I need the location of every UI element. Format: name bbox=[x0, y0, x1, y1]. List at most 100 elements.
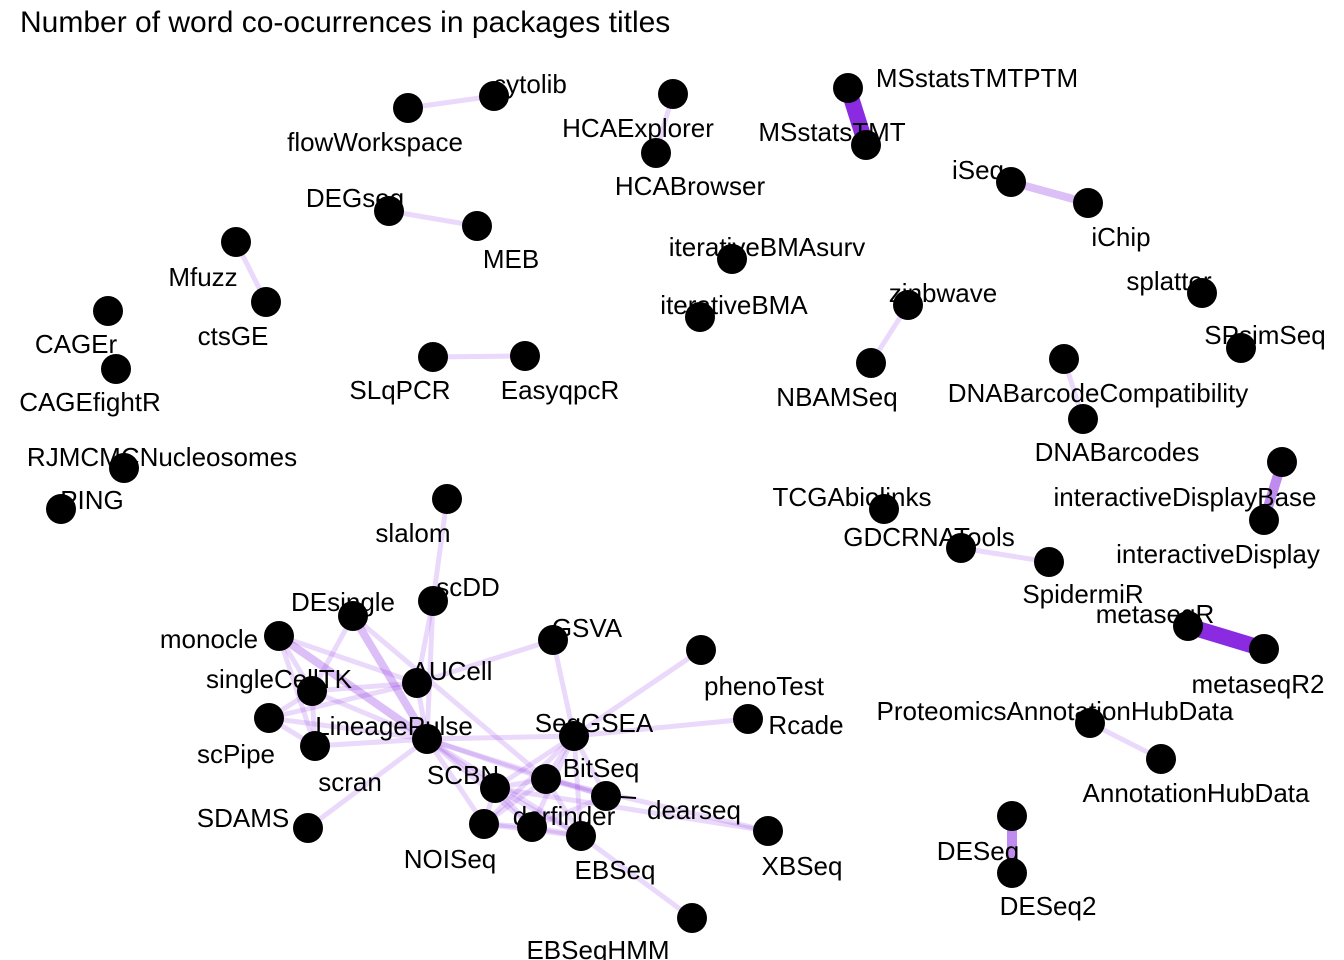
node-gdcrnatools[interactable] bbox=[946, 533, 976, 563]
node-derfinder[interactable] bbox=[517, 812, 547, 842]
label-single-cell-tk: singleCellTK bbox=[206, 664, 353, 694]
node-xbseq[interactable] bbox=[753, 816, 783, 846]
node-interactive-display[interactable] bbox=[1249, 505, 1279, 535]
node-iterative-bma[interactable] bbox=[685, 302, 715, 332]
node-scbn[interactable] bbox=[480, 773, 510, 803]
node-proteomics-annotation-hub-data[interactable] bbox=[1075, 708, 1105, 738]
node-deseq2[interactable] bbox=[997, 858, 1027, 888]
node-dnabarcodes[interactable] bbox=[1068, 404, 1098, 434]
node-sc-pipe[interactable] bbox=[254, 703, 284, 733]
node-ping[interactable] bbox=[46, 494, 76, 524]
edge-bit-seq-xbseq bbox=[545, 776, 769, 834]
node-desingle[interactable] bbox=[338, 601, 368, 631]
node-pheno-test[interactable] bbox=[686, 635, 716, 665]
node-tcgabiolinks[interactable] bbox=[869, 494, 899, 524]
node-cagefight-r[interactable] bbox=[101, 354, 131, 384]
node-deseq[interactable] bbox=[997, 801, 1027, 831]
label-ebseq-hmm: EBSeqHMM bbox=[526, 935, 669, 960]
node-noiseq[interactable] bbox=[469, 809, 499, 839]
node-ebseq[interactable] bbox=[566, 821, 596, 851]
node-easyqpc-r[interactable] bbox=[510, 341, 540, 371]
node-zinbwave[interactable] bbox=[893, 290, 923, 320]
node-gsva[interactable] bbox=[538, 625, 568, 655]
edge-desingle-lineage-pulse bbox=[349, 613, 431, 742]
node-annotation-hub-data[interactable] bbox=[1146, 744, 1176, 774]
node-splatter[interactable] bbox=[1187, 278, 1217, 308]
label-deseq2: DESeq2 bbox=[1000, 891, 1097, 921]
label-msstats-tmt: MSstatsTMT bbox=[758, 117, 905, 147]
edge-aucell-gsva bbox=[416, 637, 554, 686]
label-slq-pcr: SLqPCR bbox=[349, 375, 450, 405]
node-sc-dd[interactable] bbox=[418, 586, 448, 616]
label-spidermi-r: SpidermiR bbox=[1022, 579, 1143, 609]
label-sc-dd: scDD bbox=[436, 572, 500, 602]
edge-scran-lineage-pulse bbox=[314, 736, 428, 749]
edge-slalom-sc-dd bbox=[430, 498, 450, 602]
node-aucell[interactable] bbox=[402, 668, 432, 698]
label-ping: PING bbox=[60, 485, 124, 515]
label-zinbwave: zinbwave bbox=[889, 278, 997, 308]
label-dnabarcodes: DNABarcodes bbox=[1035, 437, 1200, 467]
node-metaseq-r2[interactable] bbox=[1249, 634, 1279, 664]
label-deseq: DESeq bbox=[937, 836, 1019, 866]
label-hcabrowser: HCABrowser bbox=[615, 171, 766, 201]
node-bit-seq[interactable] bbox=[531, 764, 561, 794]
node-msstats-tmtptm[interactable] bbox=[833, 73, 863, 103]
edge-ebseq-ebseq-hmm bbox=[579, 833, 694, 921]
node-cts-ge[interactable] bbox=[251, 287, 281, 317]
node-degseq[interactable] bbox=[374, 196, 404, 226]
node-cager[interactable] bbox=[93, 296, 123, 326]
node-dearseq[interactable] bbox=[591, 781, 621, 811]
node-sdams[interactable] bbox=[293, 813, 323, 843]
node-hcaexplorer[interactable] bbox=[658, 79, 688, 109]
node-cytolib[interactable] bbox=[479, 81, 509, 111]
label-interactive-display-base: interactiveDisplayBase bbox=[1053, 482, 1316, 512]
node-dnabarcode-compatibility[interactable] bbox=[1049, 344, 1079, 374]
node-lineage-pulse[interactable] bbox=[412, 724, 442, 754]
node-flow-workspace[interactable] bbox=[393, 93, 423, 123]
node-spsim-seq[interactable] bbox=[1226, 333, 1256, 363]
node-ebseq-hmm[interactable] bbox=[677, 903, 707, 933]
label-i-seq: iSeq bbox=[952, 155, 1004, 185]
label-seq-gsea: SeqGSEA bbox=[535, 708, 654, 738]
node-iterative-bmasurv[interactable] bbox=[717, 244, 747, 274]
node-interactive-display-base[interactable] bbox=[1267, 447, 1297, 477]
node-rjmcmcnucleosomes[interactable] bbox=[109, 453, 139, 483]
node-seq-gsea[interactable] bbox=[559, 721, 589, 751]
label-iterative-bma: iterativeBMA bbox=[660, 290, 808, 320]
node-spidermi-r[interactable] bbox=[1034, 547, 1064, 577]
label-tcgabiolinks: TCGAbiolinks bbox=[773, 482, 932, 512]
node-rcade[interactable] bbox=[733, 704, 763, 734]
edge-gsva-seq-gsea bbox=[550, 639, 577, 737]
node-i-seq[interactable] bbox=[996, 167, 1026, 197]
label-slalom: slalom bbox=[375, 518, 450, 548]
edge-seq-gsea-noiseq bbox=[482, 734, 576, 826]
edge-single-cell-tk-aucell bbox=[311, 680, 418, 694]
node-nbamseq[interactable] bbox=[856, 348, 886, 378]
node-metaseq-r[interactable] bbox=[1173, 611, 1203, 641]
edge-scbn-ebseq bbox=[493, 785, 583, 839]
node-slq-pcr[interactable] bbox=[418, 342, 448, 372]
node-single-cell-tk[interactable] bbox=[297, 676, 327, 706]
label-rjmcmcnucleosomes: RJMCMCNucleosomes bbox=[27, 442, 297, 472]
label-metaseq-r: metaseqR bbox=[1096, 599, 1215, 629]
edge-lineage-pulse-sdams bbox=[306, 736, 429, 831]
edge-slq-pcr-easyqpc-r bbox=[432, 353, 526, 360]
edge-lineage-pulse-bit-seq bbox=[426, 736, 547, 782]
node-monocle[interactable] bbox=[264, 621, 294, 651]
node-i-chip[interactable] bbox=[1073, 188, 1103, 218]
label-lineage-pulse: LineagePulse bbox=[315, 711, 473, 741]
label-sdams: SDAMS bbox=[197, 803, 289, 833]
label-sc-pipe: scPipe bbox=[197, 739, 275, 769]
node-slalom[interactable] bbox=[432, 484, 462, 514]
node-layer bbox=[46, 73, 1297, 933]
label-noiseq: NOISeq bbox=[404, 844, 497, 874]
node-meb[interactable] bbox=[462, 211, 492, 241]
node-mfuzz[interactable] bbox=[221, 227, 251, 257]
label-spsim-seq: SPsimSeq bbox=[1204, 320, 1325, 350]
node-scran[interactable] bbox=[300, 731, 330, 761]
label-bit-seq: BitSeq bbox=[563, 753, 640, 783]
node-hcabrowser[interactable] bbox=[641, 138, 671, 168]
node-msstats-tmt[interactable] bbox=[851, 130, 881, 160]
